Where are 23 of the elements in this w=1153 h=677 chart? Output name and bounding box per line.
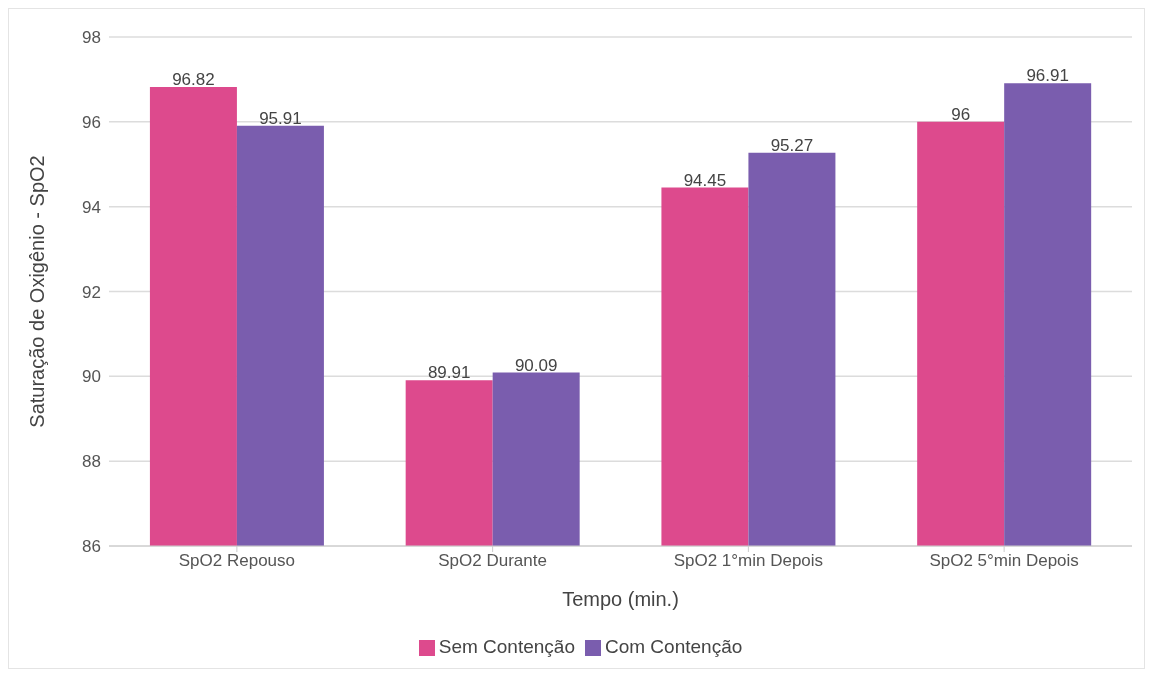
x-tick-label: SpO2 Repouso [178, 551, 295, 571]
data-label: 96 [951, 104, 971, 124]
x-axis-title: Tempo (min.) [562, 588, 679, 610]
y-tick-label: 86 [82, 537, 101, 557]
data-label: 89.91 [427, 363, 471, 383]
legend-label: Sem Contenção [438, 636, 575, 657]
data-label: 95.91 [259, 108, 302, 128]
y-tick-label: 88 [82, 452, 101, 472]
data-label: 96.91 [1026, 66, 1069, 86]
y-tick-label: 90 [82, 367, 101, 387]
x-tick-label: SpO2 1°min Depois [673, 551, 824, 571]
data-label: 94.45 [683, 170, 727, 190]
x-tick-label: SpO2 Durante [438, 551, 547, 571]
y-tick-label: 92 [82, 282, 101, 302]
data-label: 95.27 [770, 135, 814, 155]
y-tick-label: 96 [82, 112, 101, 132]
y-tick-label: 98 [82, 28, 101, 48]
legend-label: Com Contenção [604, 636, 743, 657]
x-tick-label: SpO2 5°min Depois [929, 551, 1079, 571]
y-tick-label: 94 [82, 197, 101, 217]
y-axis-title: Saturação de Oxigênio - SpO2 [26, 155, 49, 428]
data-label: 96.82 [172, 70, 215, 90]
data-label: 90.09 [514, 355, 558, 375]
